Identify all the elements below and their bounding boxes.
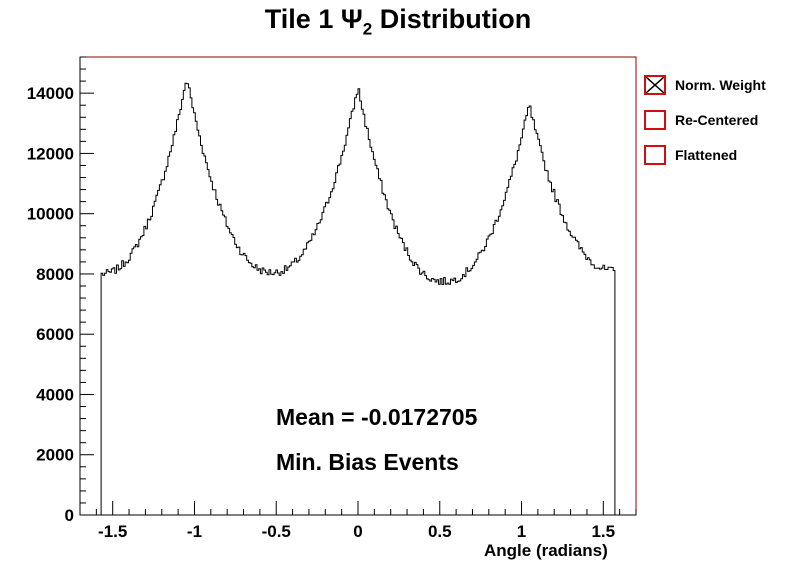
legend-entry: Flattened (644, 144, 737, 166)
x-tick-label: 0.5 (428, 522, 452, 541)
x-axis-label: Angle (radians) (484, 541, 608, 560)
mean-annotation: Mean = -0.0172705 (276, 404, 478, 430)
x-tick-label: -1 (187, 522, 202, 541)
y-tick-label: 8000 (36, 265, 74, 284)
x-tick-label: 1 (517, 522, 526, 541)
y-tick-label: 6000 (36, 325, 74, 344)
legend-label: Norm. Weight (675, 77, 766, 93)
y-tick-label: 14000 (27, 84, 74, 103)
x-tick-label: 0 (353, 522, 362, 541)
plot-frame (79, 56, 637, 516)
chart-title-suffix: Distribution (379, 4, 532, 34)
events-annotation: Min. Bias Events (276, 449, 459, 475)
legend-label: Flattened (675, 147, 738, 163)
legend-label: Re-Centered (675, 112, 759, 128)
y-tick-label: 0 (65, 506, 74, 525)
y-tick-label: 12000 (27, 144, 74, 163)
chart-title-prefix: Tile 1 (264, 4, 334, 34)
psi-subscript: 2 (362, 19, 373, 39)
x-tick-label: -1.5 (98, 522, 127, 541)
legend-box-icon (644, 110, 666, 130)
histogram-line (100, 82, 616, 515)
chart-title: Tile 1 Ψ2 Distribution (0, 4, 796, 39)
y-tick-label: 2000 (36, 446, 74, 465)
x-tick-label: -0.5 (262, 522, 291, 541)
x-tick-label: 1.5 (591, 522, 615, 541)
legend-box-icon (644, 145, 666, 165)
legend-crossed-box-icon (644, 75, 666, 95)
psi-symbol: Ψ (340, 4, 363, 34)
legend-entry: Norm. Weight (644, 74, 766, 96)
chart-title-symbol: Ψ2 (340, 4, 372, 38)
cross-icon (646, 77, 664, 93)
y-tick-label: 4000 (36, 385, 74, 404)
y-tick-label: 10000 (27, 205, 74, 224)
legend-entry: Re-Centered (644, 109, 758, 131)
